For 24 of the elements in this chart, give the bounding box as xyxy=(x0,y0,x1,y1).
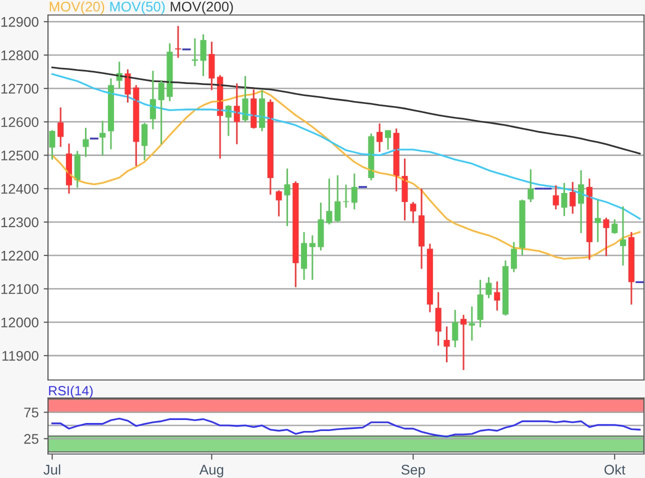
line-series xyxy=(51,418,641,438)
y-tick-label: 25 xyxy=(24,434,38,444)
y-tick-label: 12500 xyxy=(1,150,38,160)
text: MOV(20) xyxy=(50,1,104,14)
y-tick-label: 11900 xyxy=(2,350,38,361)
x-tick-label: Jul xyxy=(44,464,60,475)
text: MOV(50) xyxy=(110,1,165,14)
x-tick-label: Aug xyxy=(199,464,224,478)
y-tick-label: 12900 xyxy=(1,17,38,27)
text: MOV(200) xyxy=(170,1,233,14)
x-tick-label: Okt xyxy=(604,464,626,475)
line-series xyxy=(51,66,641,154)
y-tick-label: 12700 xyxy=(1,84,38,94)
y-tick-label: 12800 xyxy=(1,50,38,60)
y-tick-label: 12100 xyxy=(1,284,38,294)
y-tick-label: 12000 xyxy=(1,318,38,328)
y-tick-label: 12600 xyxy=(1,117,38,128)
y-tick-label: 12200 xyxy=(1,250,38,261)
x-tick-label: Sep xyxy=(401,464,425,478)
line-series xyxy=(51,73,641,220)
y-tick-label: 12300 xyxy=(1,217,38,228)
y-tick-label: 12400 xyxy=(1,184,38,194)
y-tick-label: 75 xyxy=(24,408,38,418)
chart-title: RSI(14) xyxy=(49,386,93,398)
